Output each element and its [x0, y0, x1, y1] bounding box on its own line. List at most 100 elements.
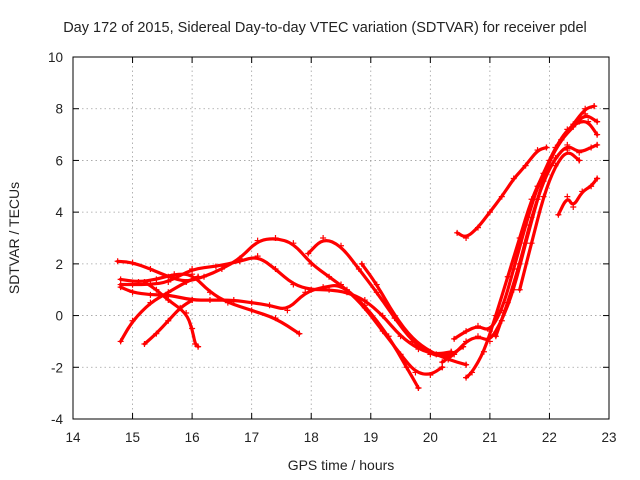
y-tick-label: 10 [48, 50, 63, 65]
series-arc-j [454, 144, 550, 241]
data-point [177, 304, 184, 311]
data-point [579, 188, 586, 195]
series-end-marker [591, 103, 598, 110]
data-point [391, 312, 398, 319]
data-point [522, 222, 529, 229]
data-point [254, 253, 261, 260]
series-line [494, 143, 599, 338]
data-point [302, 289, 309, 296]
data-point [474, 333, 481, 340]
data-point [189, 271, 196, 278]
data-point [183, 309, 190, 316]
data-point [463, 328, 470, 335]
data-point [153, 330, 160, 337]
series-arc-n [492, 141, 601, 340]
data-point [546, 157, 553, 164]
data-point [224, 299, 231, 306]
data-point [358, 260, 365, 267]
data-point [189, 325, 196, 332]
series-line [119, 256, 453, 356]
data-point [498, 193, 505, 200]
data-point [451, 335, 458, 342]
data-point [516, 260, 523, 267]
data-point [564, 193, 571, 200]
data-point [141, 341, 148, 348]
data-point [189, 266, 196, 273]
data-point [403, 364, 410, 371]
x-tick-label: 22 [542, 430, 557, 445]
series-line [142, 280, 200, 349]
data-point [439, 359, 446, 366]
data-point [343, 289, 350, 296]
data-point [480, 348, 487, 355]
data-point [129, 259, 136, 266]
data-point [451, 351, 458, 358]
series-end-marker [463, 361, 470, 368]
series-line [455, 145, 549, 238]
data-point [412, 369, 419, 376]
data-point [492, 333, 499, 340]
series-arc-l [451, 110, 601, 342]
data-point [305, 250, 312, 257]
data-point [135, 278, 142, 285]
series-end-marker [439, 364, 446, 371]
data-point [570, 203, 577, 210]
data-point [248, 299, 255, 306]
data-point [129, 289, 136, 296]
data-point [290, 281, 297, 288]
y-tick-label: -2 [51, 360, 63, 375]
y-axis-label: SDTVAR / TECUs [6, 182, 22, 294]
x-tick-label: 20 [423, 430, 438, 445]
x-tick-label: 15 [125, 430, 140, 445]
series-arc-i [358, 260, 470, 368]
data-point [147, 291, 154, 298]
y-tick-label: -4 [51, 412, 63, 427]
data-point [147, 299, 154, 306]
data-point [588, 144, 595, 151]
y-tick-label: 6 [55, 153, 63, 168]
series-arc-d [117, 271, 303, 337]
data-point [147, 266, 154, 273]
data-point [510, 175, 517, 182]
series-line [360, 262, 468, 367]
data-point [564, 147, 571, 154]
series-end-marker [543, 144, 550, 151]
data-point [540, 193, 547, 200]
data-point [522, 162, 529, 169]
data-point [463, 338, 470, 345]
series-end-marker [594, 131, 601, 138]
data-point [373, 281, 380, 288]
data-point [510, 266, 517, 273]
series-line [556, 176, 599, 217]
data-point [486, 328, 493, 335]
data-point [474, 224, 481, 231]
data-point [427, 372, 434, 379]
data-point [338, 281, 344, 288]
data-point [320, 235, 327, 241]
data-point [504, 299, 511, 306]
data-point [373, 289, 380, 296]
data-point [171, 271, 178, 278]
data-point [165, 297, 172, 304]
data-point [463, 374, 470, 381]
series-arc-c [117, 253, 455, 358]
data-point [558, 136, 565, 143]
y-tick-label: 0 [55, 309, 63, 324]
data-point [528, 214, 535, 221]
data-point [552, 154, 559, 161]
chart-title: Day 172 of 2015, Sidereal Day-to-day VTE… [63, 20, 587, 36]
series-arc-b [117, 281, 422, 391]
x-tick-label: 17 [244, 430, 259, 445]
data-point [504, 273, 511, 280]
data-point [266, 302, 273, 309]
data-point [528, 240, 535, 247]
data-point [326, 286, 333, 293]
data-point [153, 276, 160, 283]
data-point [290, 240, 297, 247]
data-point [308, 286, 315, 293]
series-end-marker [195, 273, 202, 280]
data-point [153, 286, 160, 293]
x-tick-label: 23 [601, 430, 616, 445]
data-point [486, 338, 493, 345]
